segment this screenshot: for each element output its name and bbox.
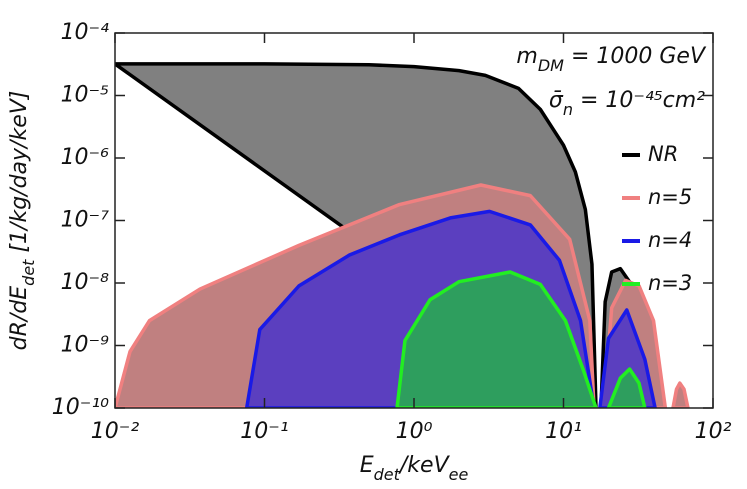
x-tick-label: 10² bbox=[695, 419, 732, 444]
annotation: σ̄n = 10⁻⁴⁵cm² bbox=[549, 88, 705, 119]
x-axis-label-part: det bbox=[374, 465, 401, 484]
y-axis-label-part: [1/kg/day/keV] bbox=[7, 91, 32, 260]
x-axis-label: Edet/keVee bbox=[360, 453, 469, 484]
legend-label: NR bbox=[648, 142, 678, 166]
x-tick-label: 10⁻² bbox=[91, 419, 140, 444]
annotation-part: m bbox=[516, 44, 537, 69]
y-axis-label-part: dR/dE bbox=[7, 286, 32, 351]
x-tick-label: 10⁰ bbox=[396, 419, 433, 444]
annotation-part: = 10⁻⁴⁵cm² bbox=[573, 88, 705, 113]
x-axis-label-part: E bbox=[360, 453, 374, 478]
y-tick-label: 10⁻⁵ bbox=[61, 83, 109, 108]
x-tick-label: 10¹ bbox=[545, 419, 582, 444]
legend-label: n=5 bbox=[648, 185, 692, 209]
area bbox=[395, 270, 647, 408]
annotation-part: n bbox=[563, 100, 573, 119]
annotation: mDM = 1000 GeV bbox=[516, 44, 707, 75]
y-tick-label: 10⁻⁸ bbox=[61, 270, 110, 295]
y-tick-label: 10⁻⁶ bbox=[61, 145, 110, 170]
y-axis-label: dR/dEdet [1/kg/day/keV] bbox=[7, 91, 38, 351]
y-tick-label: 10⁻⁹ bbox=[61, 333, 110, 358]
y-tick-label: 10⁻⁴ bbox=[61, 20, 110, 45]
x-axis-label-part: /keV bbox=[398, 453, 451, 478]
annotation-part: σ̄ bbox=[549, 88, 564, 113]
annotation-part: = 1000 GeV bbox=[564, 44, 707, 69]
legend-label: n=3 bbox=[648, 271, 692, 295]
y-axis-label-part: det bbox=[19, 259, 38, 286]
annotation-part: DM bbox=[538, 56, 564, 75]
legend-label: n=4 bbox=[648, 228, 692, 252]
x-axis-label-part: ee bbox=[449, 465, 469, 484]
x-tick-label: 10⁻¹ bbox=[240, 419, 288, 444]
plot-area bbox=[115, 62, 690, 408]
y-tick-label: 10⁻⁷ bbox=[61, 208, 110, 233]
y-tick-label: 10⁻¹⁰ bbox=[52, 395, 109, 420]
